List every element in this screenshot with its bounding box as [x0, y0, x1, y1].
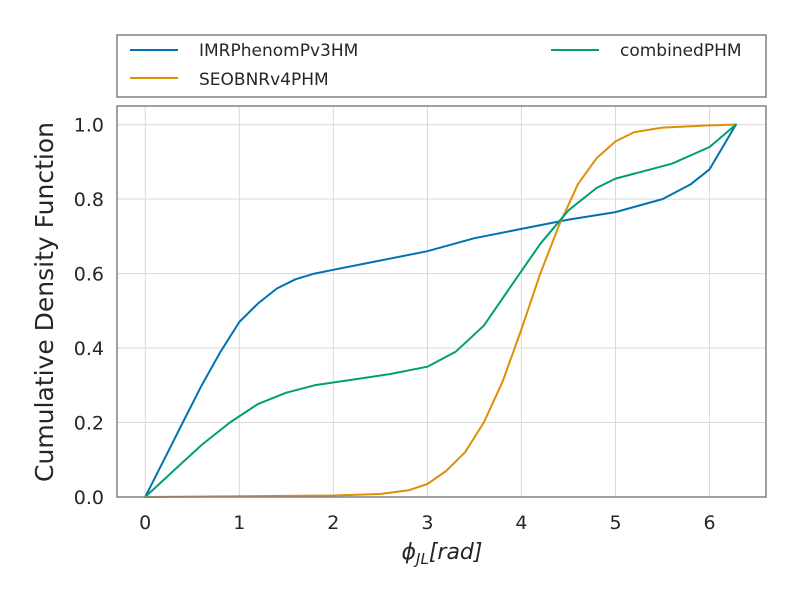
y-tick-label: 0.8 — [74, 189, 104, 211]
x-tick-label: 5 — [609, 512, 621, 534]
legend: IMRPhenomPv3HM SEOBNRv4PHM combinedPHM — [116, 34, 767, 98]
y-tick-label: 0.6 — [74, 264, 104, 286]
x-tick-label: 2 — [327, 512, 339, 534]
legend-label-combinedphm: combinedPHM — [620, 41, 742, 61]
x-tick-label: 1 — [233, 512, 245, 534]
x-axis-label-subscript: JL — [413, 550, 429, 568]
legend-label-imrphenompv3hm: IMRPhenomPv3HM — [199, 41, 358, 61]
legend-label-seobnrv4phm: SEOBNRv4PHM — [199, 70, 329, 90]
x-tick-labels: 0 1 2 3 4 5 6 — [139, 512, 715, 534]
x-tick-label: 4 — [515, 512, 527, 534]
plot-frame — [116, 105, 767, 498]
series-line-seobnrv4phm — [144, 123, 737, 498]
grid-lines — [117, 106, 766, 498]
y-tick-label: 0.4 — [74, 338, 104, 360]
x-tick-label: 0 — [139, 512, 151, 534]
x-tick-label: 6 — [704, 512, 716, 534]
series-layer — [144, 123, 737, 498]
y-axis-label: Cumulative Density Function — [30, 122, 59, 482]
y-tick-label: 0.2 — [74, 413, 104, 435]
y-tick-labels: 0.0 0.2 0.4 0.6 0.8 1.0 — [74, 115, 104, 509]
x-tick-label: 3 — [421, 512, 433, 534]
legend-frame — [116, 34, 767, 98]
x-axis-label-symbol: ϕ — [402, 540, 417, 565]
x-axis-label-unit: [rad] — [429, 540, 483, 565]
x-axis-label: ϕJL[rad] — [402, 540, 483, 568]
y-tick-label: 1.0 — [74, 115, 104, 137]
series-line-combinedphm — [144, 123, 737, 498]
series-line-imrphenompv3hm — [144, 123, 737, 498]
y-tick-label: 0.0 — [74, 487, 104, 509]
